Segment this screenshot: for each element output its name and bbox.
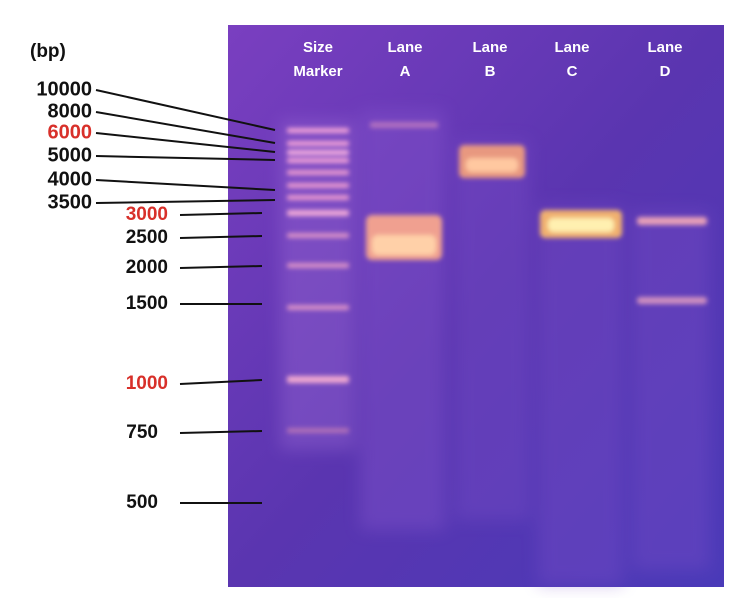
marker-line (179, 379, 263, 385)
lane-header: B (485, 63, 496, 80)
marker-line (179, 212, 263, 216)
lane-header: A (400, 63, 411, 80)
marker-label: 1000 (126, 373, 168, 394)
lane-header: Marker (293, 63, 342, 80)
lane-header: Size (303, 39, 333, 56)
marker-line (179, 265, 263, 269)
lane-header: Lane (647, 39, 682, 56)
lane-header: C (567, 63, 578, 80)
marker-label: 4000 (48, 168, 93, 190)
marker-label: 1500 (126, 293, 168, 314)
marker-label: 5000 (48, 144, 93, 166)
marker-line (179, 430, 263, 434)
marker-label: 8000 (48, 100, 93, 122)
marker-label: 6000 (48, 121, 93, 143)
marker-line (95, 111, 276, 144)
marker-label: 3000 (126, 204, 168, 225)
marker-label: 750 (126, 422, 158, 443)
unit-label: (bp) (30, 41, 66, 62)
marker-label: 10000 (36, 78, 92, 100)
marker-label: 3500 (48, 191, 93, 213)
marker-line (95, 132, 276, 153)
marker-line (179, 235, 263, 239)
bands (287, 122, 707, 433)
lane-header: D (660, 63, 671, 80)
marker-line (95, 89, 276, 131)
lane-header: Lane (472, 39, 507, 56)
marker-label: 2000 (126, 257, 168, 278)
marker-line (95, 199, 276, 204)
marker-line (95, 155, 276, 161)
lane-header: Lane (387, 39, 422, 56)
marker-label: 2500 (126, 227, 168, 248)
marker-label: 500 (126, 492, 158, 513)
lane-header: Lane (554, 39, 589, 56)
marker-line (95, 179, 276, 191)
